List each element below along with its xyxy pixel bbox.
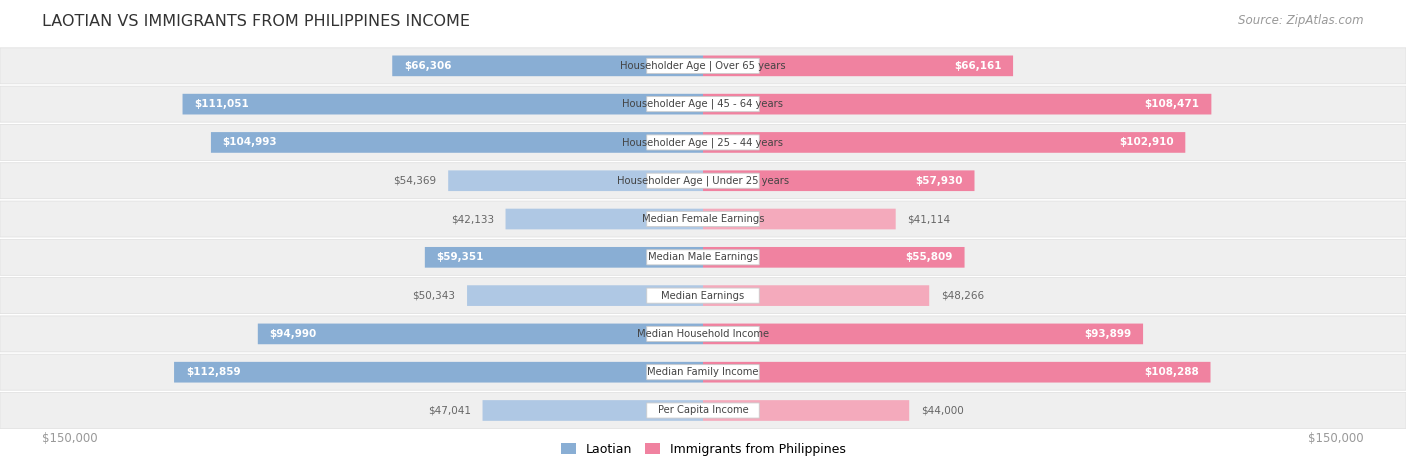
Text: $66,161: $66,161 (953, 61, 1001, 71)
Text: $150,000: $150,000 (1308, 432, 1364, 446)
Legend: Laotian, Immigrants from Philippines: Laotian, Immigrants from Philippines (555, 438, 851, 461)
Text: $48,266: $48,266 (941, 290, 984, 301)
FancyBboxPatch shape (703, 56, 1014, 76)
FancyBboxPatch shape (647, 288, 759, 303)
Text: $102,910: $102,910 (1119, 137, 1174, 148)
Text: $41,114: $41,114 (907, 214, 950, 224)
FancyBboxPatch shape (0, 201, 1406, 237)
Text: $104,993: $104,993 (222, 137, 277, 148)
FancyBboxPatch shape (703, 324, 1143, 344)
Text: $66,306: $66,306 (404, 61, 451, 71)
FancyBboxPatch shape (647, 365, 759, 380)
FancyBboxPatch shape (647, 173, 759, 188)
FancyBboxPatch shape (703, 209, 896, 229)
FancyBboxPatch shape (647, 58, 759, 73)
Text: Householder Age | Over 65 years: Householder Age | Over 65 years (620, 61, 786, 71)
Text: $108,471: $108,471 (1144, 99, 1199, 109)
Text: $50,343: $50,343 (412, 290, 456, 301)
FancyBboxPatch shape (647, 135, 759, 150)
Text: $93,899: $93,899 (1084, 329, 1132, 339)
FancyBboxPatch shape (183, 94, 703, 114)
Text: Median Household Income: Median Household Income (637, 329, 769, 339)
FancyBboxPatch shape (0, 124, 1406, 161)
FancyBboxPatch shape (482, 400, 703, 421)
Text: $42,133: $42,133 (451, 214, 494, 224)
FancyBboxPatch shape (0, 163, 1406, 199)
Text: $44,000: $44,000 (921, 405, 963, 416)
Text: LAOTIAN VS IMMIGRANTS FROM PHILIPPINES INCOME: LAOTIAN VS IMMIGRANTS FROM PHILIPPINES I… (42, 14, 470, 29)
FancyBboxPatch shape (0, 316, 1406, 352)
FancyBboxPatch shape (0, 277, 1406, 314)
Text: $112,859: $112,859 (186, 367, 240, 377)
Text: $57,930: $57,930 (915, 176, 963, 186)
FancyBboxPatch shape (467, 285, 703, 306)
Text: $108,288: $108,288 (1144, 367, 1199, 377)
Text: $59,351: $59,351 (436, 252, 484, 262)
FancyBboxPatch shape (449, 170, 703, 191)
FancyBboxPatch shape (703, 170, 974, 191)
FancyBboxPatch shape (506, 209, 703, 229)
Text: Per Capita Income: Per Capita Income (658, 405, 748, 416)
FancyBboxPatch shape (257, 324, 703, 344)
FancyBboxPatch shape (703, 285, 929, 306)
FancyBboxPatch shape (392, 56, 703, 76)
FancyBboxPatch shape (647, 250, 759, 265)
Text: Source: ZipAtlas.com: Source: ZipAtlas.com (1239, 14, 1364, 27)
FancyBboxPatch shape (703, 94, 1212, 114)
Text: $55,809: $55,809 (905, 252, 953, 262)
Text: Median Family Income: Median Family Income (647, 367, 759, 377)
FancyBboxPatch shape (703, 400, 910, 421)
Text: Median Earnings: Median Earnings (661, 290, 745, 301)
Text: Householder Age | 45 - 64 years: Householder Age | 45 - 64 years (623, 99, 783, 109)
FancyBboxPatch shape (0, 239, 1406, 276)
FancyBboxPatch shape (647, 326, 759, 341)
FancyBboxPatch shape (0, 392, 1406, 429)
Text: $111,051: $111,051 (194, 99, 249, 109)
FancyBboxPatch shape (703, 362, 1211, 382)
Text: $54,369: $54,369 (394, 176, 436, 186)
FancyBboxPatch shape (174, 362, 703, 382)
FancyBboxPatch shape (0, 86, 1406, 122)
Text: Householder Age | 25 - 44 years: Householder Age | 25 - 44 years (623, 137, 783, 148)
FancyBboxPatch shape (425, 247, 703, 268)
Text: $47,041: $47,041 (427, 405, 471, 416)
FancyBboxPatch shape (647, 403, 759, 418)
Text: $94,990: $94,990 (270, 329, 316, 339)
Text: Median Female Earnings: Median Female Earnings (641, 214, 765, 224)
FancyBboxPatch shape (703, 132, 1185, 153)
FancyBboxPatch shape (0, 354, 1406, 390)
Text: Householder Age | Under 25 years: Householder Age | Under 25 years (617, 176, 789, 186)
Text: $150,000: $150,000 (42, 432, 98, 446)
Text: Median Male Earnings: Median Male Earnings (648, 252, 758, 262)
FancyBboxPatch shape (211, 132, 703, 153)
FancyBboxPatch shape (647, 212, 759, 226)
FancyBboxPatch shape (0, 48, 1406, 84)
FancyBboxPatch shape (703, 247, 965, 268)
FancyBboxPatch shape (647, 97, 759, 112)
